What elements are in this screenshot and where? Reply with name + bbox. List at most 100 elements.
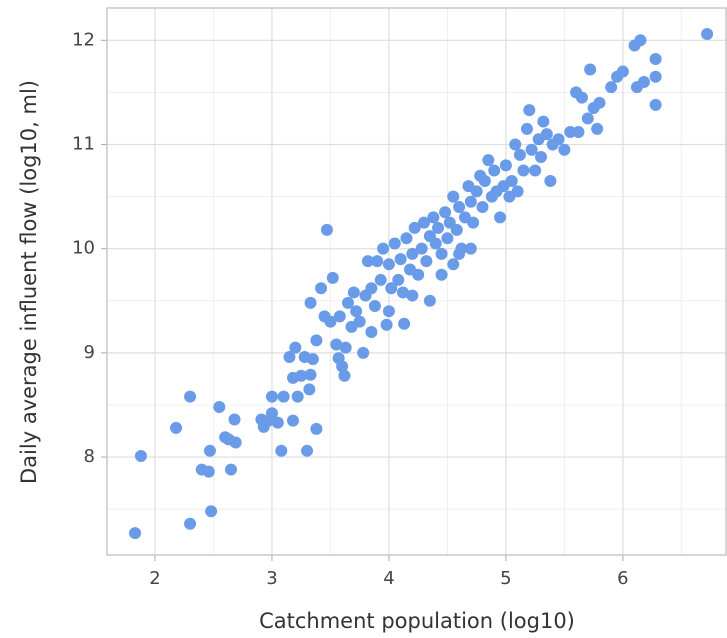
point: [368, 299, 381, 312]
point: [129, 527, 142, 540]
point: [289, 341, 302, 354]
x-tick-label: 4: [383, 568, 394, 589]
y-axis-label: Daily average influent flow (log10, ml): [17, 80, 41, 484]
point: [453, 201, 466, 214]
point: [529, 164, 542, 177]
point: [304, 368, 317, 381]
point: [388, 237, 401, 250]
point: [509, 138, 522, 151]
point: [315, 282, 328, 295]
point: [535, 150, 547, 163]
point: [439, 206, 452, 219]
point: [202, 465, 215, 478]
point: [478, 174, 491, 187]
x-tick-label: 6: [617, 568, 628, 589]
point: [394, 253, 407, 266]
point: [301, 444, 314, 457]
point: [540, 128, 553, 141]
point: [382, 258, 395, 271]
point: [488, 164, 501, 177]
point: [324, 315, 337, 328]
point: [365, 282, 378, 295]
point: [361, 255, 374, 268]
point: [310, 334, 323, 347]
point: [552, 133, 565, 146]
x-tick-label: 3: [266, 568, 277, 589]
point: [303, 383, 316, 396]
point: [184, 517, 197, 530]
point: [310, 422, 323, 435]
point: [482, 154, 495, 167]
point: [339, 341, 352, 354]
point: [418, 216, 431, 229]
point: [649, 98, 662, 111]
point: [447, 190, 460, 203]
point: [275, 444, 288, 457]
point: [336, 360, 349, 373]
x-tick-label: 2: [149, 568, 160, 589]
point: [350, 305, 363, 318]
point: [353, 315, 366, 328]
point: [357, 346, 370, 359]
x-tick-label: 5: [500, 568, 511, 589]
point: [591, 122, 604, 135]
point: [304, 296, 317, 309]
point: [453, 247, 466, 260]
point: [213, 401, 226, 414]
point: [377, 242, 390, 255]
point: [435, 268, 448, 281]
point: [450, 223, 463, 236]
point: [203, 444, 216, 457]
point: [464, 195, 477, 208]
point: [447, 258, 460, 271]
point: [427, 211, 440, 224]
x-axis-label: Catchment population (log10): [259, 609, 575, 633]
point: [441, 232, 454, 245]
point: [396, 286, 409, 299]
point: [287, 414, 299, 427]
point: [184, 390, 197, 403]
point: [265, 390, 278, 403]
point: [326, 271, 339, 284]
point: [476, 201, 489, 214]
point: [505, 174, 518, 187]
point: [400, 232, 413, 245]
y-tick-label: 9: [84, 342, 95, 363]
point: [228, 413, 241, 426]
point: [341, 296, 354, 309]
point: [412, 268, 425, 281]
point: [511, 185, 524, 198]
point: [265, 407, 278, 420]
point: [225, 463, 237, 476]
point: [513, 148, 526, 161]
point: [398, 317, 411, 330]
point: [392, 273, 405, 286]
point: [415, 242, 428, 255]
point: [134, 450, 147, 463]
point: [170, 421, 183, 434]
point: [408, 221, 421, 234]
point: [374, 273, 387, 286]
point: [464, 242, 477, 255]
y-tick-label: 12: [72, 29, 95, 50]
point: [330, 338, 343, 351]
point: [271, 416, 284, 429]
point: [649, 53, 662, 66]
point: [291, 390, 304, 403]
point: [593, 96, 606, 109]
point: [295, 369, 308, 382]
point: [517, 164, 530, 177]
y-tick-label: 11: [72, 133, 95, 154]
point: [338, 369, 351, 382]
point: [371, 255, 384, 268]
point: [429, 237, 442, 250]
point: [544, 174, 557, 187]
point: [432, 221, 445, 234]
point: [467, 216, 480, 229]
point: [494, 211, 507, 224]
y-tick-label: 8: [84, 446, 95, 467]
point: [470, 185, 483, 198]
point: [499, 159, 512, 172]
point: [365, 326, 378, 339]
